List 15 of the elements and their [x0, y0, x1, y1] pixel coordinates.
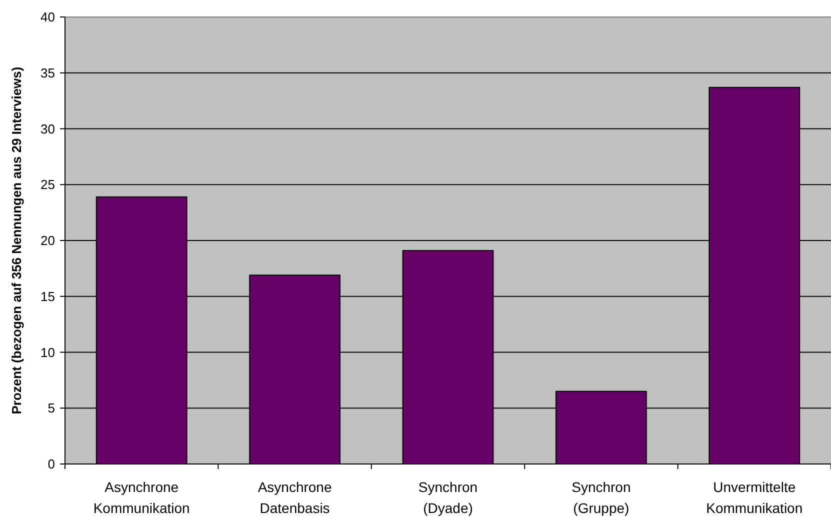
y-tick-label: 5 — [48, 400, 55, 416]
y-tick-label: 10 — [40, 344, 55, 360]
y-tick-label: 25 — [40, 177, 55, 192]
y-tick-label: 35 — [40, 65, 55, 80]
y-tick-label: 15 — [40, 288, 55, 304]
y-tick-label: 40 — [40, 10, 55, 25]
x-tick-label: Unvermittelte Kommunikation — [706, 479, 803, 516]
x-tick-label: Synchron (Dyade) — [418, 479, 478, 516]
x-tick-label: Asynchrone Kommunikation — [93, 479, 190, 516]
y-tick-label: 0 — [48, 456, 55, 472]
y-tick-label: 20 — [40, 233, 55, 248]
x-tick-label: Synchron (Gruppe) — [572, 479, 631, 516]
y-axis-title: Prozent (bezogen auf 356 Nennungen aus 29 Interviews) — [9, 66, 24, 414]
x-tick-label: Asynchrone Datenbasis — [258, 479, 332, 516]
y-tick-label: 30 — [40, 121, 55, 136]
